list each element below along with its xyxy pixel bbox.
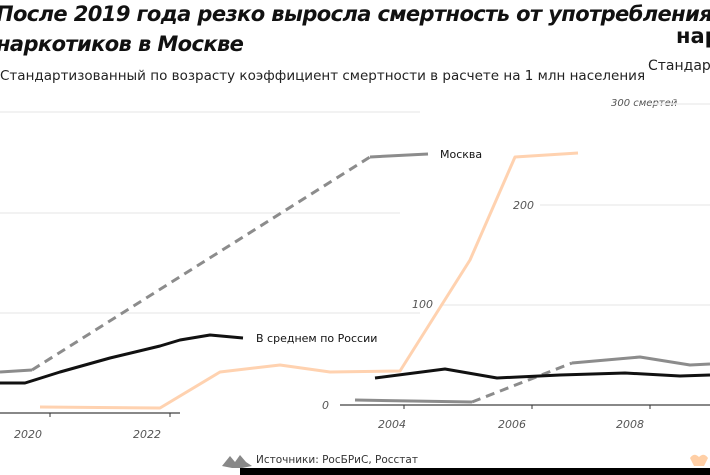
series-moscow-left-dashed bbox=[31, 155, 371, 372]
right-chart-title: нар bbox=[676, 24, 710, 48]
series-accent-left bbox=[39, 151, 579, 410]
x-ticks-right bbox=[403, 405, 651, 409]
right-chart-subtitle: Стандар bbox=[648, 58, 710, 74]
x-ticks-left bbox=[49, 413, 171, 417]
series-moscow-right-dashed bbox=[471, 361, 573, 404]
x-tick-2008: 2008 bbox=[616, 418, 644, 431]
series-label-moscow: Москва bbox=[440, 148, 482, 161]
series-russia-left bbox=[0, 333, 244, 385]
gridlines bbox=[0, 103, 710, 314]
y-tick-0: 0 bbox=[322, 399, 329, 412]
y-tick-100: 100 bbox=[412, 298, 433, 311]
x-tick-2004: 2004 bbox=[378, 418, 406, 431]
chart-subtitle: Стандартизованный по возрасту коэффициен… bbox=[0, 68, 646, 84]
bottom-bar bbox=[240, 468, 710, 475]
series-russia-right bbox=[374, 367, 710, 380]
y-axis-unit-label: 300 смертей bbox=[611, 98, 678, 109]
series-moscow-left-end bbox=[369, 152, 429, 159]
y-tick-200: 200 bbox=[513, 199, 534, 212]
x-tick-2022: 2022 bbox=[133, 428, 161, 441]
brand-corner-icon bbox=[690, 454, 708, 466]
x-tick-2020: 2020 bbox=[14, 428, 42, 441]
ria-logo-icon bbox=[222, 455, 252, 468]
series-moscow-left-solid bbox=[0, 368, 33, 374]
chart-title-line1: После 2019 года резко выросла смертность… bbox=[0, 2, 710, 26]
series-moscow-right-solid bbox=[354, 398, 473, 404]
source-note: Источники: РосБРиС, Росстат bbox=[256, 454, 418, 466]
series-label-russia: В среднем по России bbox=[256, 332, 377, 345]
x-tick-2006: 2006 bbox=[498, 418, 526, 431]
chart-title-line2: наркотиков в Москве bbox=[0, 32, 244, 56]
series-moscow-right-end bbox=[571, 355, 710, 367]
